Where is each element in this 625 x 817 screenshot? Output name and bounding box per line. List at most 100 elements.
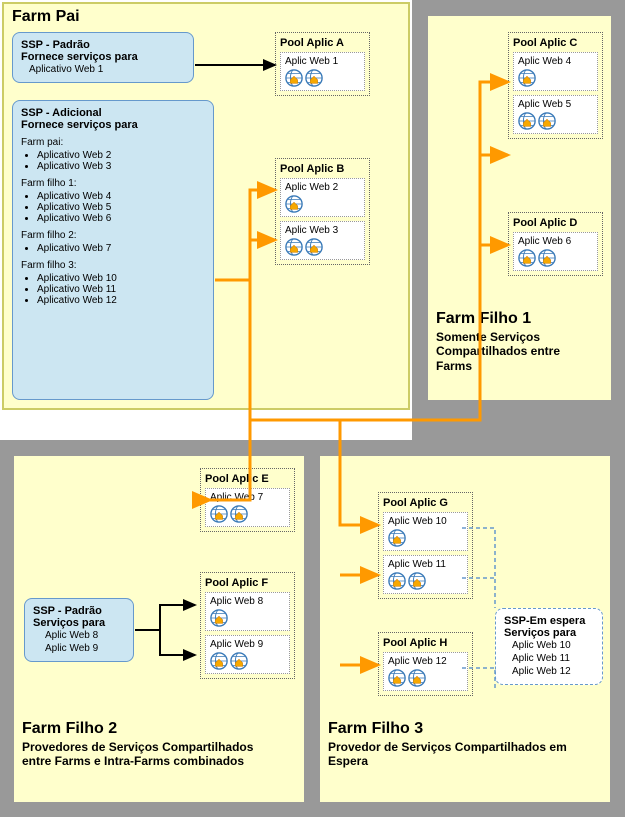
farm-filho2-subtitle: Provedores de Serviços Compartilhados en…	[22, 740, 282, 769]
app-icons	[518, 69, 593, 87]
pool-a-title: Pool Aplic A	[280, 37, 365, 49]
pool-f-apps: Aplic Web 8 Aplic Web 9	[205, 592, 290, 674]
app-icons	[210, 609, 285, 627]
app-title: Aplic Web 6	[518, 236, 593, 247]
ssp-standby-i2: Aplic Web 11	[512, 652, 594, 665]
app-icons	[285, 69, 360, 87]
app-title: Aplic Web 12	[388, 656, 463, 667]
app-box: Aplic Web 2	[280, 178, 365, 217]
pool-e: Pool Aplic E Aplic Web 7	[200, 468, 295, 532]
ssp-group-label: Farm filho 2:	[21, 230, 205, 241]
ssp-standby-i3: Aplic Web 12	[512, 665, 594, 678]
app-icons	[285, 238, 360, 256]
ssp-standby-title: SSP-Em espera	[504, 615, 594, 627]
ssp-padrao-pai-item: Aplicativo Web 1	[29, 63, 185, 76]
app-box: Aplic Web 3	[280, 221, 365, 260]
pool-e-title: Pool Aplic E	[205, 473, 290, 485]
pool-g: Pool Aplic G Aplic Web 10 Aplic Web 11	[378, 492, 473, 599]
globe-home-icon	[285, 195, 303, 213]
globe-home-icon	[210, 505, 228, 523]
ssp-group: Farm filho 2:Aplicativo Web 7	[21, 230, 205, 254]
ssp-group: Farm filho 3:Aplicativo Web 10Aplicativo…	[21, 260, 205, 306]
globe-home-icon	[285, 238, 303, 256]
pool-d-title: Pool Aplic D	[513, 217, 598, 229]
pool-h-title: Pool Aplic H	[383, 637, 468, 649]
app-title: Aplic Web 8	[210, 596, 285, 607]
app-box: Aplic Web 8	[205, 592, 290, 631]
app-icons	[388, 572, 463, 590]
ssp-adicional-groups: Farm pai:Aplicativo Web 2Aplicativo Web …	[21, 137, 205, 306]
ssp-group-item: Aplicativo Web 6	[37, 213, 205, 224]
app-box: Aplic Web 11	[383, 555, 468, 594]
pool-e-apps: Aplic Web 7	[205, 488, 290, 527]
app-box: Aplic Web 12	[383, 652, 468, 691]
globe-home-icon	[518, 112, 536, 130]
pool-f: Pool Aplic F Aplic Web 8 Aplic Web 9	[200, 572, 295, 679]
app-title: Aplic Web 9	[210, 639, 285, 650]
globe-home-icon	[538, 112, 556, 130]
ssp-group-item: Aplicativo Web 4	[37, 191, 205, 202]
globe-home-icon	[230, 652, 248, 670]
ssp-group: Farm pai: Aplicativo Web 2Aplicativo Web …	[21, 137, 205, 172]
ssp-padrao-filho2-i2: Aplic Web 9	[45, 642, 125, 655]
app-title: Aplic Web 3	[285, 225, 360, 236]
globe-home-icon	[305, 238, 323, 256]
pool-a-apps: Aplic Web 1	[280, 52, 365, 91]
ssp-group-item: Aplicativo Web 12	[37, 295, 205, 306]
globe-home-icon	[388, 529, 406, 547]
pool-b-title: Pool Aplic B	[280, 163, 365, 175]
app-title: Aplic Web 2	[285, 182, 360, 193]
pool-c: Pool Aplic C Aplic Web 4 Aplic Web 5	[508, 32, 603, 139]
ssp-standby-sub: Serviços para	[504, 627, 594, 639]
farm-pai-title: Farm Pai	[12, 8, 80, 26]
ssp-padrao-pai: SSP - Padrão Fornece serviços para Aplic…	[12, 32, 194, 83]
app-box: Aplic Web 6	[513, 232, 598, 271]
ssp-padrao-filho2: SSP - Padrão Serviços para Aplic Web 8 A…	[24, 598, 134, 662]
pool-b-apps: Aplic Web 2 Aplic Web 3	[280, 178, 365, 260]
globe-home-icon	[210, 609, 228, 627]
app-box: Aplic Web 7	[205, 488, 290, 527]
app-box: Aplic Web 5	[513, 95, 598, 134]
app-icons	[210, 505, 285, 523]
ssp-standby: SSP-Em espera Serviços para Aplic Web 10…	[495, 608, 603, 685]
globe-home-icon	[408, 572, 426, 590]
ssp-padrao-filho2-sub: Serviços para	[33, 617, 125, 629]
globe-home-icon	[388, 572, 406, 590]
app-title: Aplic Web 1	[285, 56, 360, 67]
app-title: Aplic Web 5	[518, 99, 593, 110]
farm-filho1-title: Farm Filho 1	[436, 310, 531, 328]
farm-filho3-title: Farm Filho 3	[328, 720, 423, 738]
ssp-padrao-pai-title: SSP - Padrão	[21, 39, 185, 51]
ssp-group-item: Aplicativo Web 5	[37, 202, 205, 213]
pool-c-apps: Aplic Web 4 Aplic Web 5	[513, 52, 598, 134]
ssp-adicional-pai: SSP - Adicional Fornece serviços para Fa…	[12, 100, 214, 400]
app-icons	[518, 112, 593, 130]
farm-filho3-subtitle: Provedor de Serviços Compartilhados em E…	[328, 740, 588, 769]
app-title: Aplic Web 4	[518, 56, 593, 67]
app-title: Aplic Web 11	[388, 559, 463, 570]
pool-f-title: Pool Aplic F	[205, 577, 290, 589]
app-icons	[388, 669, 463, 687]
ssp-group-label: Farm pai:	[21, 137, 205, 148]
pool-h: Pool Aplic H Aplic Web 12	[378, 632, 473, 696]
ssp-group: Farm filho 1:Aplicativo Web 4Aplicativo …	[21, 178, 205, 224]
pool-c-title: Pool Aplic C	[513, 37, 598, 49]
app-title: Aplic Web 10	[388, 516, 463, 527]
globe-home-icon	[408, 669, 426, 687]
globe-home-icon	[518, 69, 536, 87]
pool-b: Pool Aplic B Aplic Web 2 Aplic Web 3	[275, 158, 370, 265]
globe-home-icon	[285, 69, 303, 87]
ssp-group-item: Aplicativo Web 2	[37, 150, 205, 161]
ssp-group-item: Aplicativo Web 11	[37, 284, 205, 295]
globe-home-icon	[518, 249, 536, 267]
pool-g-title: Pool Aplic G	[383, 497, 468, 509]
app-icons	[388, 529, 463, 547]
ssp-padrao-filho2-i1: Aplic Web 8	[45, 629, 125, 642]
ssp-group-item: Aplicativo Web 3	[37, 161, 205, 172]
app-icons	[210, 652, 285, 670]
app-box: Aplic Web 10	[383, 512, 468, 551]
pool-d-apps: Aplic Web 6	[513, 232, 598, 271]
app-title: Aplic Web 7	[210, 492, 285, 503]
app-box: Aplic Web 4	[513, 52, 598, 91]
farm-filho1-subtitle: Somente Serviços Compartilhados entre Fa…	[436, 330, 596, 373]
